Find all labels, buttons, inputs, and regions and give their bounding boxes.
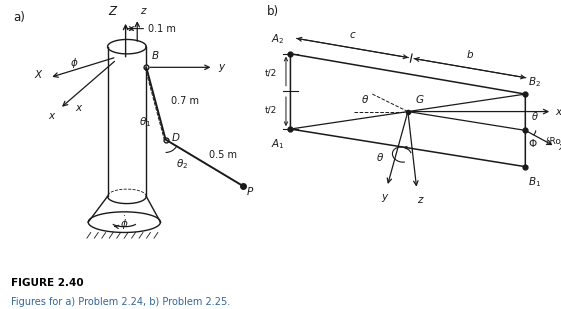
Text: x: x <box>48 111 54 121</box>
Text: t/2: t/2 <box>265 106 277 115</box>
Text: b: b <box>467 50 473 60</box>
Text: t/2: t/2 <box>265 68 277 77</box>
Text: c: c <box>350 30 355 40</box>
Text: $\dot\phi$: $\dot\phi$ <box>120 215 128 232</box>
Text: $\theta_2$: $\theta_2$ <box>176 158 188 171</box>
Text: D: D <box>172 133 180 143</box>
Text: a): a) <box>13 11 25 23</box>
Text: z: z <box>140 6 145 16</box>
Text: Figures for a) Problem 2.24, b) Problem 2.25.: Figures for a) Problem 2.24, b) Problem … <box>11 297 231 307</box>
Text: $\theta_1$: $\theta_1$ <box>139 116 151 129</box>
Text: $\theta$: $\theta$ <box>531 110 539 122</box>
Text: y: y <box>218 62 224 72</box>
Text: P: P <box>247 187 253 197</box>
Text: x: x <box>555 107 561 116</box>
Text: z: z <box>417 195 422 205</box>
Text: (Roll axis): (Roll axis) <box>546 137 561 146</box>
Text: x': x' <box>558 142 561 151</box>
Text: y: y <box>381 192 387 202</box>
Text: X: X <box>35 70 42 80</box>
Text: 0.1 m: 0.1 m <box>148 23 176 34</box>
Text: B: B <box>151 51 159 61</box>
Text: $\theta$: $\theta$ <box>361 93 369 105</box>
Text: $B_2$: $B_2$ <box>528 75 541 89</box>
Text: $\phi$: $\phi$ <box>70 56 79 70</box>
Text: FIGURE 2.40: FIGURE 2.40 <box>11 278 84 288</box>
Text: x: x <box>75 104 81 113</box>
Text: $B_1$: $B_1$ <box>528 175 541 188</box>
Text: 0.7 m: 0.7 m <box>172 96 199 106</box>
Text: $\Phi$: $\Phi$ <box>528 137 538 149</box>
Text: 0.5 m: 0.5 m <box>209 150 237 160</box>
Text: $A_2$: $A_2$ <box>271 32 284 46</box>
Text: b): b) <box>266 5 279 18</box>
Text: $\theta$: $\theta$ <box>376 151 384 163</box>
Text: Z: Z <box>109 5 117 18</box>
Text: $A_1$: $A_1$ <box>271 137 284 151</box>
Text: G: G <box>415 95 424 105</box>
